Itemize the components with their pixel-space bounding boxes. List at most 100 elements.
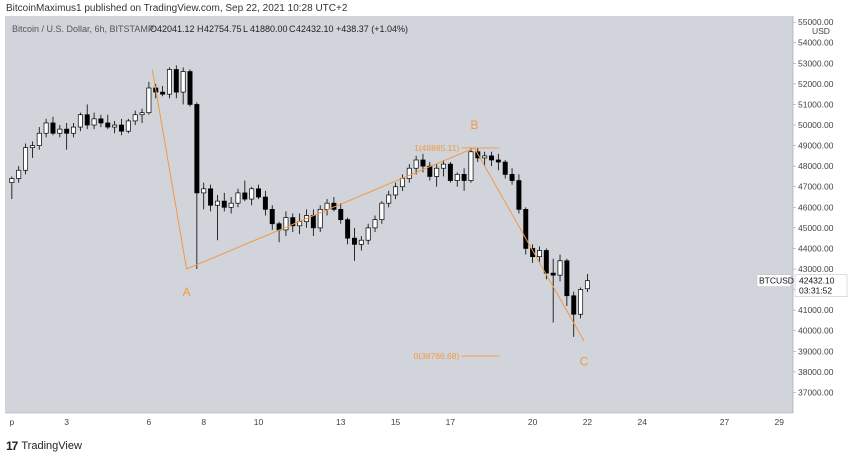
- candle-body: [543, 250, 549, 274]
- price-tick-label: 45000.00: [798, 223, 834, 233]
- candle-body: [125, 120, 131, 132]
- candle-body: [256, 188, 262, 198]
- price-tick-label: 37000.00: [798, 387, 834, 397]
- candle-body: [228, 202, 234, 208]
- candlestick-chart: 37000.00 38000.00 39000.00 40000.00 41000.00…: [5, 16, 850, 436]
- candle-body: [530, 248, 536, 258]
- candle-body: [482, 155, 488, 159]
- price-tick-label: 38000.00: [798, 367, 834, 377]
- price-axis: [793, 16, 850, 436]
- price-tag-countdown: 03:31:52: [799, 286, 832, 296]
- candle-body: [43, 122, 49, 134]
- candle-body: [578, 289, 584, 315]
- candle-body: [201, 188, 207, 194]
- price-tick-label: 46000.00: [798, 202, 834, 212]
- candle-body: [386, 194, 392, 204]
- candle-body: [269, 209, 275, 225]
- price-tick-label: 49000.00: [798, 141, 834, 151]
- candle-body: [29, 145, 35, 148]
- candle-body: [441, 163, 447, 169]
- legend-open-label: O: [150, 24, 157, 34]
- time-tick-label: 27: [720, 417, 730, 427]
- legend-close: 42432.10: [296, 24, 334, 34]
- price-tick-label: 47000.00: [798, 182, 834, 192]
- price-tag-price: 42432.10: [799, 276, 835, 286]
- candle-body: [208, 188, 214, 206]
- price-tick-label: 44000.00: [798, 243, 834, 253]
- price-tag: BTCUSD 42432.10 03:31:52: [756, 274, 848, 297]
- plot-area: [5, 16, 793, 413]
- legend-change: +438.37 (+1.04%): [336, 24, 408, 34]
- candle-body: [406, 167, 412, 179]
- candle-body: [262, 196, 268, 210]
- legend-high-label: H: [197, 24, 204, 34]
- candle-body: [536, 250, 542, 258]
- price-tag-symbol: BTCUSD: [759, 276, 794, 286]
- candle-body: [358, 239, 364, 245]
- price-tick-label: 40000.00: [798, 326, 834, 336]
- price-unit-label: USD: [812, 26, 830, 36]
- time-tick-label: 22: [583, 417, 593, 427]
- candle-body: [324, 202, 330, 210]
- price-tick-label: 53000.00: [798, 58, 834, 68]
- candle-body: [84, 114, 90, 126]
- candle-body: [447, 163, 453, 181]
- legend-low: 41880.00: [250, 24, 288, 34]
- candle-body: [16, 169, 22, 179]
- candle-body: [50, 122, 56, 134]
- candle-body: [139, 112, 145, 116]
- candle-body: [413, 159, 419, 169]
- candle-body: [64, 128, 70, 134]
- wave-label: B: [470, 118, 478, 132]
- fib-levels: 1(48885.11) 0(38766.68): [414, 143, 500, 361]
- legend-open: 42041.12: [157, 24, 195, 34]
- candle-body: [160, 91, 166, 95]
- candle-body: [351, 237, 357, 245]
- legend-low-label: L: [243, 24, 248, 34]
- candle-body: [379, 202, 385, 220]
- candle-body: [420, 159, 426, 167]
- candle-body: [495, 159, 501, 163]
- candle-body: [454, 174, 460, 181]
- fib-level-label: 1(48885.11): [414, 143, 459, 153]
- time-tick-label: 3: [64, 417, 69, 427]
- tradingview-logo-icon: 17: [6, 439, 18, 453]
- candle-body: [180, 71, 186, 93]
- wave-line: [151, 69, 585, 342]
- candle-body: [557, 260, 563, 276]
- price-tick-label: 51000.00: [798, 99, 834, 109]
- candle-body: [461, 174, 467, 181]
- candle-body: [345, 219, 351, 239]
- candle-body: [105, 122, 111, 128]
- candle-body: [509, 174, 515, 181]
- candle-body: [310, 215, 316, 229]
- time-tick-label: 13: [336, 417, 346, 427]
- candle-body: [71, 126, 76, 134]
- time-tick-label: 20: [528, 417, 538, 427]
- candle-body: [564, 260, 570, 297]
- candle-body: [372, 219, 378, 229]
- candle-body: [132, 114, 138, 122]
- price-tick-label: 43000.00: [798, 264, 834, 274]
- candle-body: [187, 71, 193, 105]
- tradingview-logo-text: TradingView: [21, 440, 82, 452]
- candle-body: [242, 192, 248, 200]
- candle-body: [338, 209, 344, 220]
- time-tick-label: 24: [638, 417, 648, 427]
- time-tick-label: 15: [391, 417, 401, 427]
- price-tick-label: 55000.00: [798, 17, 834, 27]
- candle-body: [119, 124, 124, 132]
- candle-body: [235, 192, 241, 204]
- time-tick-label: p: [9, 417, 14, 427]
- time-tick-label: 10: [254, 417, 264, 427]
- candle-body: [393, 186, 399, 196]
- candle-body: [166, 69, 172, 95]
- time-tick-label: 6: [147, 417, 152, 427]
- time-tick-label: 17: [446, 417, 456, 427]
- candle-body: [399, 178, 405, 188]
- candle-body: [112, 124, 118, 128]
- candle-body: [77, 114, 83, 128]
- candle-body: [468, 151, 474, 181]
- candle-body: [214, 200, 220, 206]
- price-tick-label: 54000.00: [798, 38, 834, 48]
